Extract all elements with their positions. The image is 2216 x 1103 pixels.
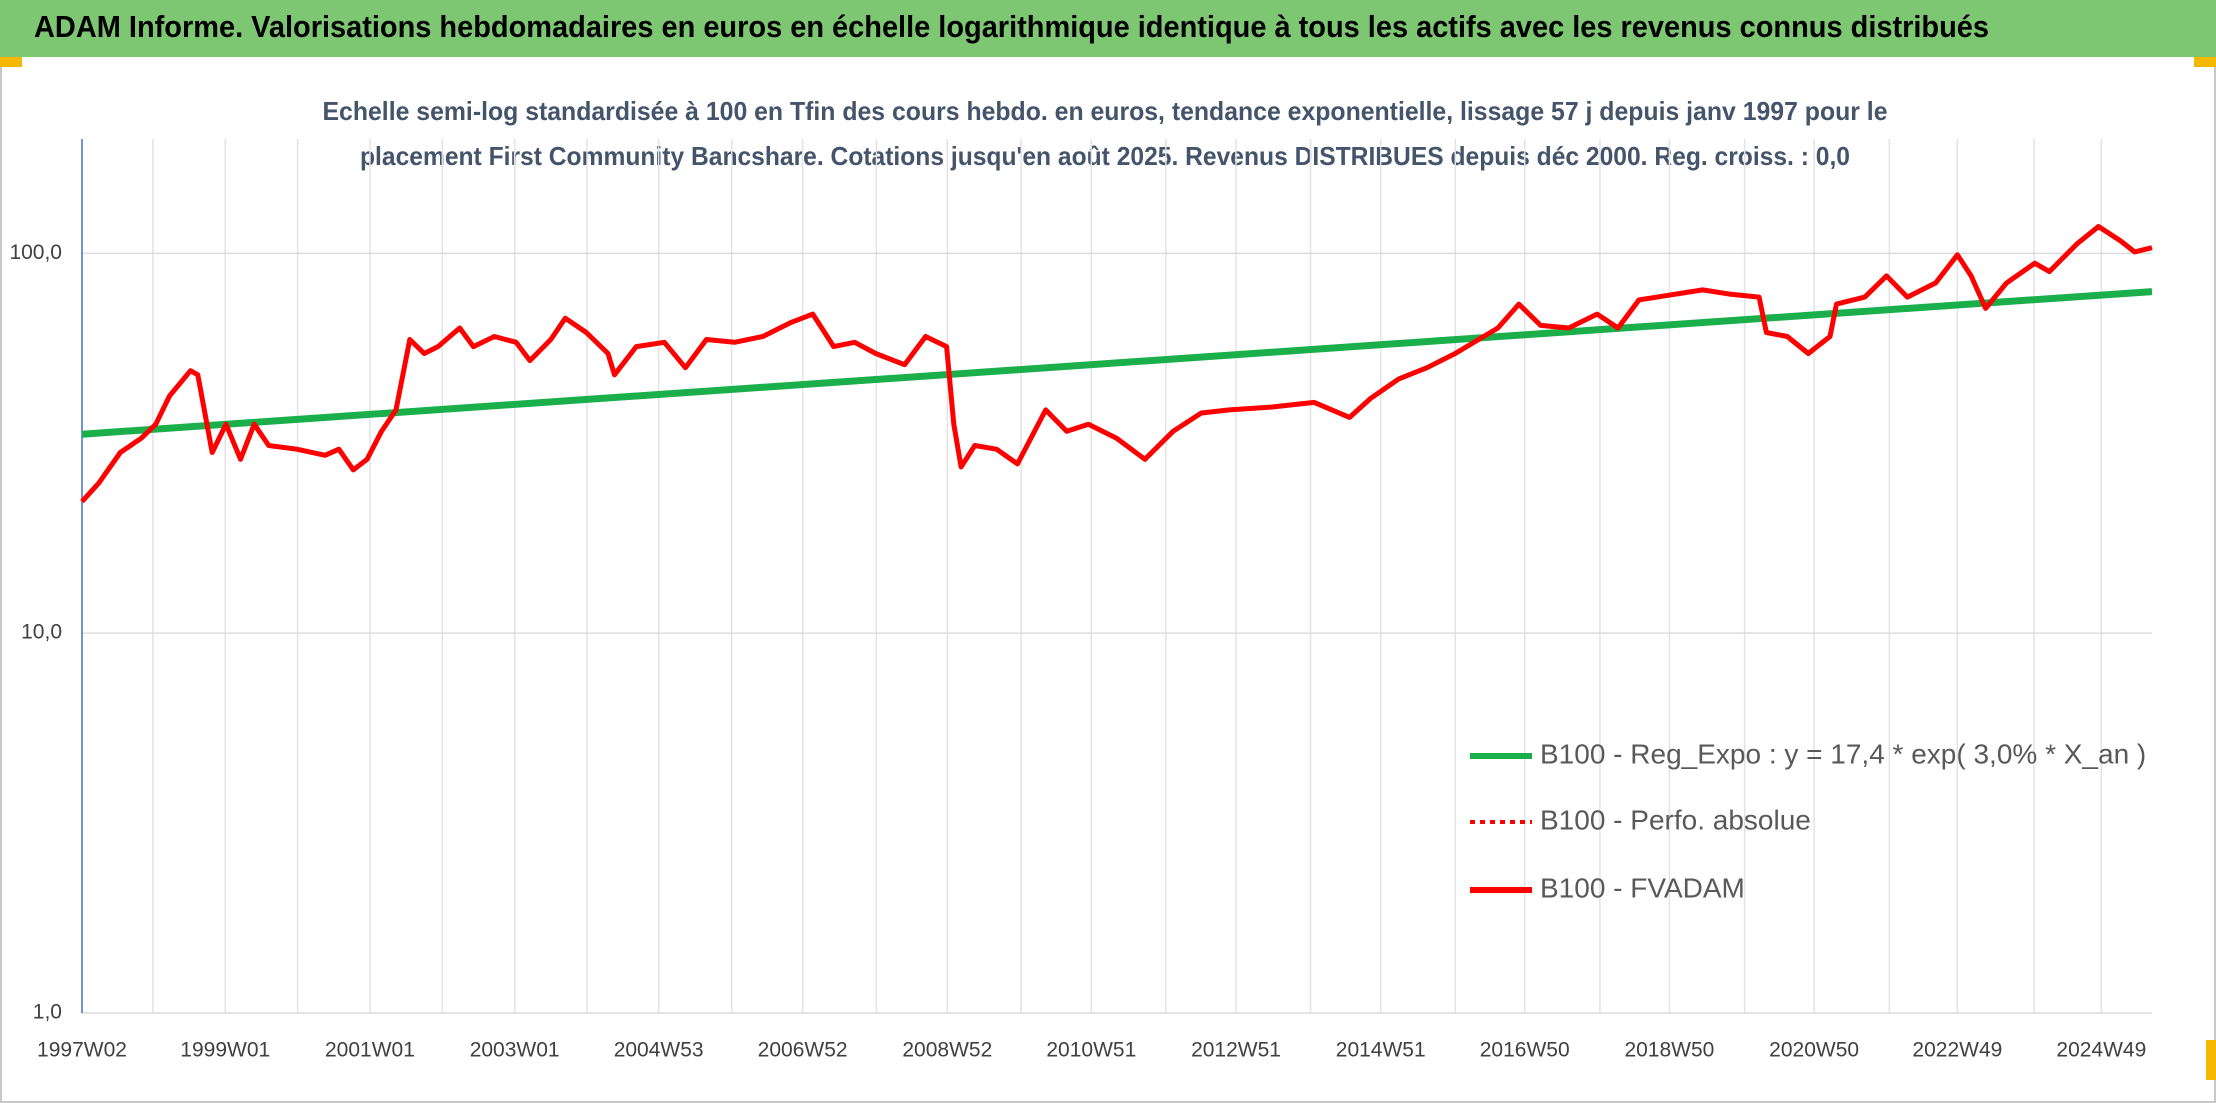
x-tick-label: 2006W52 [758,1039,848,1062]
x-tick-label: 2022W49 [1912,1039,2002,1062]
corner-marker [0,57,22,67]
x-tick-label: 1999W01 [180,1039,270,1062]
x-tick-label: 2010W51 [1046,1039,1136,1062]
legend-label: B100 - Perfo. absolue [1540,804,1811,835]
chart-title: ADAM Informe. Valorisations hebdomadaire… [34,9,1989,44]
y-tick-label: 100,0 [9,241,62,264]
legend-label: B100 - Reg_Expo : y = 17,4 * exp( 3,0% *… [1540,738,2146,769]
x-tick-label: 2014W51 [1336,1039,1426,1062]
x-tick-label: 2016W50 [1480,1039,1570,1062]
x-tick-label: 2012W51 [1191,1039,1281,1062]
legend-label: B100 - FVADAM [1540,872,1745,903]
x-tick-label: 2008W52 [902,1039,992,1062]
header-bar [0,0,2216,57]
x-tick-label: 2020W50 [1769,1039,1859,1062]
corner-marker [2194,57,2216,67]
x-tick-label: 2004W53 [614,1039,704,1062]
series-line [81,288,2153,438]
chart-subtitle: placement First Community Bancshare. Cot… [360,141,1850,171]
x-tick-label: 2024W49 [2056,1039,2146,1062]
x-tick-label: 1997W02 [37,1039,127,1062]
y-tick-label: 1,0 [33,1001,62,1024]
x-tick-label: 2003W01 [470,1039,560,1062]
chart-subtitle: Echelle semi-log standardisée à 100 en T… [323,96,1888,126]
x-tick-label: 2018W50 [1624,1039,1714,1062]
series-line [80,224,2153,504]
y-tick-label: 10,0 [21,621,62,644]
corner-marker [2206,1040,2216,1080]
x-tick-label: 2001W01 [325,1039,415,1062]
